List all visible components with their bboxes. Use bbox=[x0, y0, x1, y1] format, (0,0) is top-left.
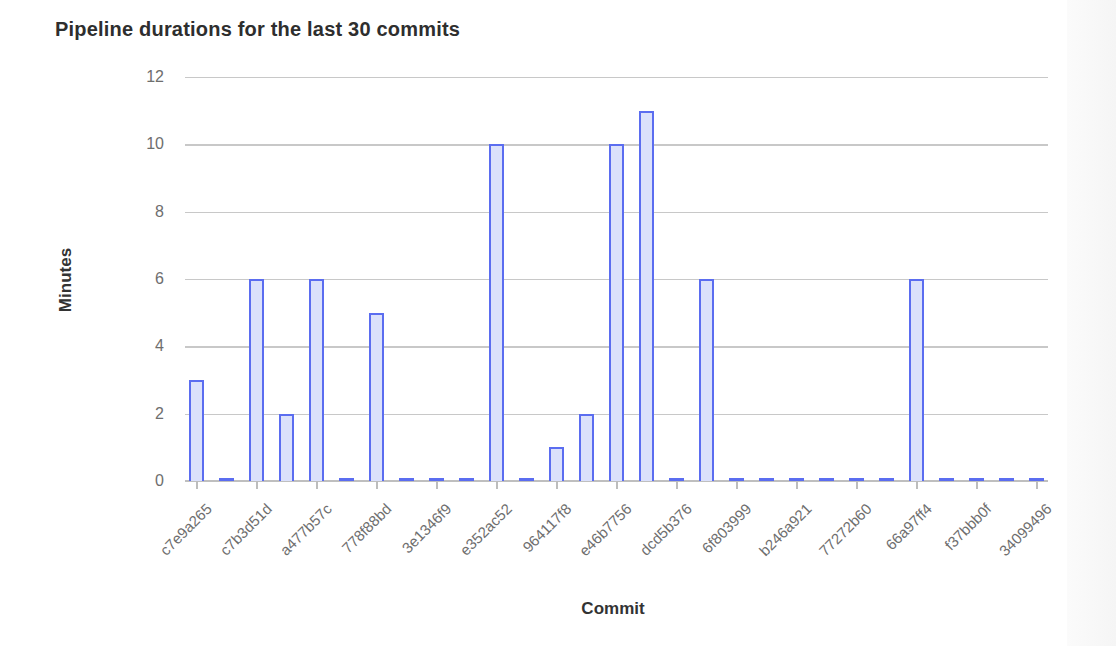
x-axis-tick bbox=[916, 481, 918, 489]
pipeline-duration-bar[interactable] bbox=[279, 414, 294, 481]
x-axis-tick bbox=[556, 481, 558, 489]
gridline bbox=[185, 77, 1048, 79]
commit-label: dcd5b376 bbox=[636, 500, 695, 559]
y-axis-tick-label: 0 bbox=[104, 473, 164, 489]
commit-label: c7b3d51d bbox=[216, 500, 275, 559]
x-axis-tick bbox=[676, 481, 678, 489]
pipeline-duration-bar[interactable] bbox=[309, 279, 324, 481]
x-axis-tick bbox=[436, 481, 438, 489]
x-axis-tick bbox=[196, 481, 198, 489]
commit-label: a477b57c bbox=[276, 500, 335, 559]
x-axis-tick bbox=[616, 481, 618, 489]
commit-label: 34099496 bbox=[996, 500, 1055, 559]
x-axis-tick bbox=[376, 481, 378, 489]
pipeline-duration-bar[interactable] bbox=[909, 279, 924, 481]
pipeline-duration-bar-zero[interactable] bbox=[939, 478, 954, 481]
commit-label: e352ac52 bbox=[456, 500, 515, 559]
pipeline-duration-bar-zero[interactable] bbox=[219, 478, 234, 481]
x-axis-tick bbox=[316, 481, 318, 489]
pipeline-duration-bar[interactable] bbox=[489, 144, 504, 481]
pipeline-duration-bar-zero[interactable] bbox=[459, 478, 474, 481]
x-axis-tick bbox=[856, 481, 858, 489]
x-axis-tick bbox=[736, 481, 738, 489]
pipeline-duration-bar-zero[interactable] bbox=[339, 478, 354, 481]
pipeline-duration-bar[interactable] bbox=[249, 279, 264, 481]
pipeline-duration-bar[interactable] bbox=[699, 279, 714, 481]
commit-label: b246a921 bbox=[756, 500, 815, 559]
chart-canvas[interactable]: 0 2 4 6 8 10 12 c7e9a265c7b3d51da477b57c778f88b… bbox=[0, 0, 1116, 646]
commit-label: 778f88bd bbox=[338, 500, 394, 556]
y-axis-tick-label: 8 bbox=[104, 204, 164, 220]
pipeline-durations-chart: Pipeline durations for the last 30 commi… bbox=[0, 0, 1116, 646]
pipeline-duration-bar-zero[interactable] bbox=[759, 478, 774, 481]
page-background-strip bbox=[1067, 0, 1116, 646]
commit-label: 964117f8 bbox=[519, 500, 574, 555]
x-axis-tick bbox=[976, 481, 978, 489]
y-axis-tick-label: 4 bbox=[104, 338, 164, 354]
commit-label: 77272b60 bbox=[816, 500, 875, 559]
pipeline-duration-bar[interactable] bbox=[189, 380, 204, 481]
x-axis-tick bbox=[256, 481, 258, 489]
pipeline-duration-bar[interactable] bbox=[609, 144, 624, 481]
pipeline-duration-bar-zero[interactable] bbox=[519, 478, 534, 481]
pipeline-duration-bar-zero[interactable] bbox=[999, 478, 1014, 481]
y-axis-tick-label: 6 bbox=[104, 271, 164, 287]
x-axis-tick bbox=[496, 481, 498, 489]
pipeline-duration-bar-zero[interactable] bbox=[819, 478, 834, 481]
commit-label: e46b7756 bbox=[576, 500, 635, 559]
x-axis-tick bbox=[796, 481, 798, 489]
y-axis-tick-label: 2 bbox=[104, 406, 164, 422]
commit-label: 6f803999 bbox=[698, 500, 754, 556]
x-axis-title: Commit bbox=[513, 599, 713, 619]
y-axis-tick-label: 10 bbox=[104, 136, 164, 152]
pipeline-duration-bar[interactable] bbox=[639, 111, 654, 481]
pipeline-duration-bar-zero[interactable] bbox=[879, 478, 894, 481]
pipeline-duration-bar[interactable] bbox=[549, 447, 564, 481]
commit-label: 66a97ff4 bbox=[882, 500, 935, 553]
pipeline-duration-bar[interactable] bbox=[579, 414, 594, 481]
y-axis-tick-label: 12 bbox=[104, 69, 164, 85]
pipeline-duration-bar-zero[interactable] bbox=[399, 478, 414, 481]
pipeline-duration-bar[interactable] bbox=[369, 313, 384, 481]
y-axis-title: Minutes bbox=[56, 180, 76, 380]
commit-label: 3e1346f9 bbox=[398, 500, 454, 556]
commit-label: c7e9a265 bbox=[156, 500, 215, 559]
x-axis-tick bbox=[1036, 481, 1038, 489]
commit-label: f37bbb0f bbox=[941, 500, 994, 553]
